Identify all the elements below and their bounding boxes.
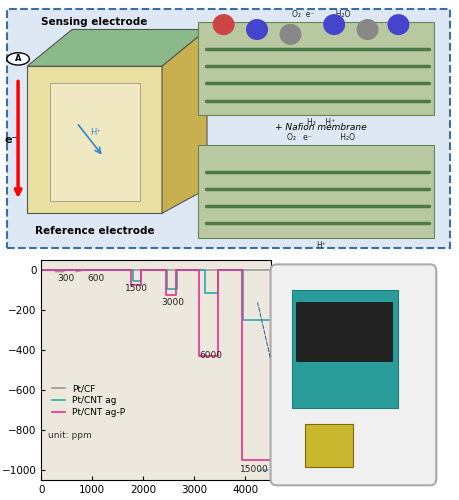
Legend: Pt/CF, Pt/CNT ag, Pt/CNT ag-P: Pt/CF, Pt/CNT ag, Pt/CNT ag-P — [48, 381, 129, 420]
Circle shape — [7, 53, 29, 65]
FancyBboxPatch shape — [198, 22, 434, 116]
FancyBboxPatch shape — [305, 424, 353, 467]
Text: 600: 600 — [88, 274, 105, 282]
FancyBboxPatch shape — [7, 8, 450, 248]
Text: H⁺: H⁺ — [316, 240, 326, 250]
Text: 1500: 1500 — [125, 284, 148, 294]
Text: H⁺: H⁺ — [90, 128, 101, 137]
Circle shape — [213, 15, 234, 34]
Text: Sensing electrode: Sensing electrode — [41, 17, 148, 27]
FancyBboxPatch shape — [198, 144, 434, 238]
Text: 6000: 6000 — [199, 351, 222, 360]
Text: O₂  e⁻         H₂O: O₂ e⁻ H₂O — [292, 10, 351, 19]
Circle shape — [247, 20, 267, 40]
Text: + Nafion membrane: + Nafion membrane — [275, 123, 367, 132]
FancyBboxPatch shape — [292, 290, 398, 408]
FancyBboxPatch shape — [270, 264, 437, 486]
Text: Reference electrode: Reference electrode — [35, 226, 154, 235]
Polygon shape — [27, 66, 162, 213]
Text: e⁻: e⁻ — [5, 134, 18, 145]
Text: 15000: 15000 — [240, 465, 269, 474]
Circle shape — [324, 15, 344, 34]
Text: H₂    H⁺: H₂ H⁺ — [307, 118, 336, 127]
Polygon shape — [27, 30, 207, 66]
Text: 300: 300 — [57, 274, 74, 282]
Polygon shape — [162, 30, 207, 213]
Text: A: A — [15, 54, 21, 64]
Text: unit: ppm: unit: ppm — [48, 431, 92, 440]
Text: O₂   e⁻            H₂O: O₂ e⁻ H₂O — [287, 132, 355, 142]
Text: 3000: 3000 — [162, 298, 185, 307]
Circle shape — [357, 20, 378, 40]
Circle shape — [388, 15, 409, 34]
FancyBboxPatch shape — [296, 302, 392, 361]
Circle shape — [280, 24, 301, 44]
Polygon shape — [50, 84, 140, 201]
